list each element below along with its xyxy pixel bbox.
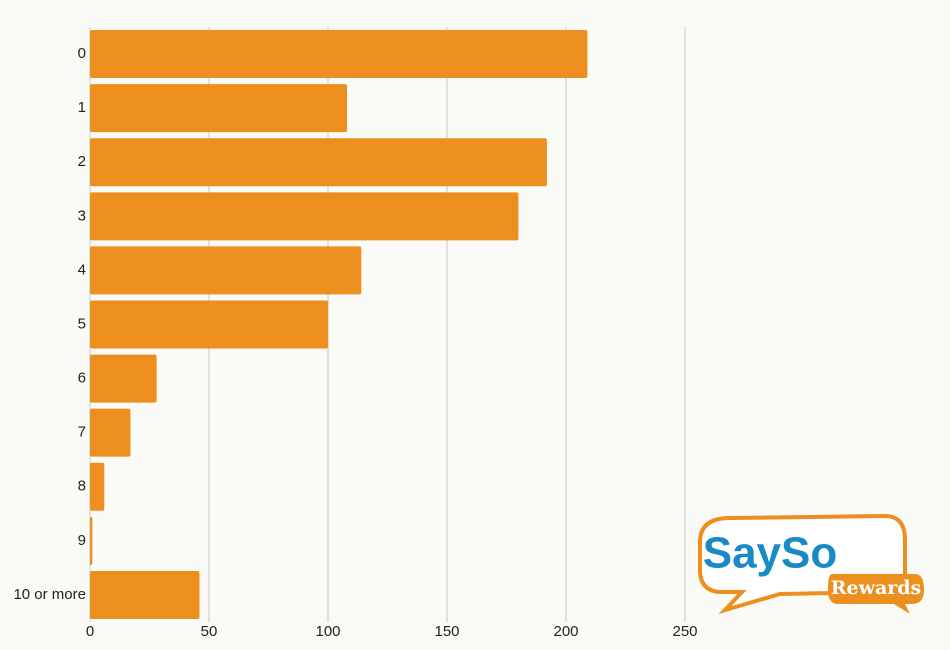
- y-tick-label: 0: [78, 45, 86, 62]
- logo-tagline: Rewards: [831, 577, 922, 599]
- y-tick-label: 5: [78, 315, 86, 332]
- y-tick-label: 9: [78, 532, 86, 549]
- bar: [90, 408, 131, 457]
- y-tick-label: 6: [78, 370, 86, 387]
- y-tick-label: 1: [78, 99, 86, 116]
- x-tick-label: 0: [86, 623, 94, 640]
- x-tick-label: 200: [553, 623, 578, 640]
- bar: [90, 570, 200, 619]
- y-tick-label: 2: [78, 153, 86, 170]
- bar: [90, 138, 547, 187]
- bar: [90, 246, 362, 295]
- logo: SaySo Rewards: [698, 513, 924, 614]
- x-tick-label: 100: [315, 623, 340, 640]
- y-tick-label: 10 or more: [13, 586, 86, 603]
- bar: [90, 354, 157, 403]
- bar: [90, 516, 93, 565]
- y-tick-label: 8: [78, 478, 86, 495]
- x-tick-label: 250: [672, 623, 697, 640]
- bar: [90, 84, 348, 133]
- x-tick-label: 150: [434, 623, 459, 640]
- bar: [90, 192, 519, 241]
- bar: [90, 462, 105, 511]
- logo-ribbon: [828, 574, 924, 614]
- y-tick-label: 4: [78, 261, 86, 278]
- bar: [90, 30, 588, 79]
- logo-brand: SaySo: [703, 529, 838, 578]
- y-tick-label: 7: [78, 424, 86, 441]
- bar: [90, 300, 328, 349]
- x-tick-label: 50: [201, 623, 218, 640]
- y-tick-label: 3: [78, 207, 86, 224]
